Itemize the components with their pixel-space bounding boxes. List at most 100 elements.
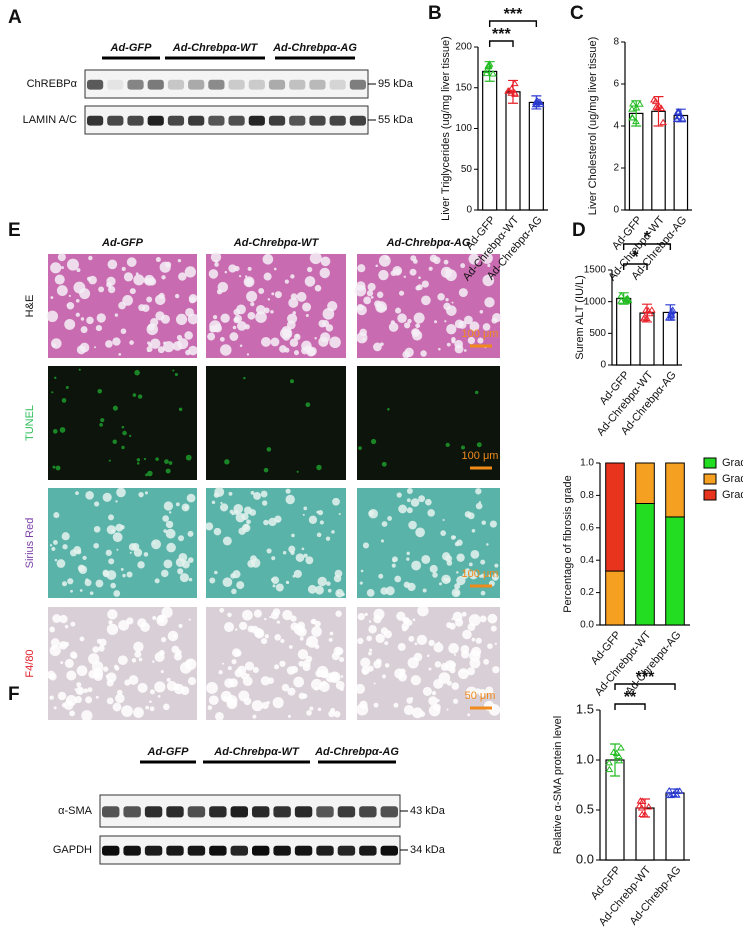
tissue-detail [410, 697, 414, 701]
tissue-detail [306, 266, 313, 273]
tissue-detail [378, 269, 389, 281]
tissue-detail [362, 542, 370, 549]
tissue-detail [295, 553, 305, 562]
tissue-detail [266, 447, 272, 452]
tissue-detail [288, 297, 299, 308]
tissue-detail [173, 683, 181, 690]
tissue-detail [293, 676, 305, 688]
blot-band [144, 806, 163, 818]
blot-band [187, 845, 206, 856]
blot-band [230, 845, 248, 856]
y-axis-label: Percentage of fibrosis grade [562, 475, 574, 613]
tissue-detail [97, 389, 103, 394]
data-point [669, 790, 678, 797]
tissue-detail [260, 637, 268, 645]
tissue-detail [466, 667, 476, 676]
tissue-detail [80, 326, 88, 334]
tissue-detail [210, 251, 222, 263]
group-label: Ad-Chrebpα-AG [314, 746, 399, 758]
tissue-detail [160, 670, 164, 674]
tissue-detail [310, 618, 317, 625]
tissue-detail [398, 290, 405, 296]
blot-band [289, 115, 306, 126]
tissue-detail [480, 573, 486, 578]
tissue-detail [164, 459, 169, 464]
tissue-detail [118, 625, 121, 628]
tissue-detail [122, 430, 127, 436]
tissue-detail [302, 513, 305, 516]
bar [673, 114, 689, 211]
y-tick-label: 1500 [584, 265, 607, 276]
tissue-detail [421, 555, 431, 564]
blot-band [248, 79, 265, 90]
tissue-detail [431, 690, 437, 696]
tissue-detail [305, 402, 311, 408]
tissue-detail [177, 568, 184, 575]
tissue-detail [360, 657, 371, 668]
legend-label: Grade2 [722, 473, 743, 485]
tissue-detail [369, 648, 373, 652]
tissue-detail [487, 613, 498, 624]
tissue-detail [66, 301, 75, 310]
row-label: H&E [24, 295, 36, 318]
tissue-detail [326, 581, 331, 586]
tissue-detail [108, 514, 115, 521]
tissue-detail [373, 682, 376, 685]
tissue-detail [235, 628, 238, 631]
tissue-detail [410, 498, 420, 507]
tissue-detail [65, 386, 69, 389]
group-label: Ad-GFP [110, 42, 153, 54]
tissue-detail [51, 645, 55, 649]
tissue-detail [144, 277, 151, 285]
tissue-detail [319, 267, 331, 279]
tissue-detail [275, 583, 284, 592]
tissue-detail [238, 690, 250, 702]
y-tick-label: 50 [461, 164, 473, 175]
data-point [647, 306, 656, 313]
data-point [642, 306, 650, 313]
tissue-detail [70, 589, 73, 593]
tissue-detail [398, 504, 407, 514]
tissue-detail [64, 624, 69, 629]
data-point [614, 752, 623, 760]
tissue-detail [136, 458, 141, 462]
tissue-detail [69, 710, 76, 717]
tissue-detail [416, 634, 428, 646]
tissue-detail [484, 297, 495, 308]
tissue-detail [270, 611, 279, 620]
bar [505, 91, 521, 211]
tissue-detail [246, 290, 258, 302]
bar-segment [605, 462, 625, 572]
micrograph [48, 366, 197, 480]
tissue-detail [185, 454, 192, 461]
tissue-detail [154, 294, 166, 306]
tissue-detail [378, 573, 384, 579]
y-tick-label: 500 [589, 328, 606, 339]
size-label: 95 kDa [378, 78, 414, 90]
tissue-detail [228, 264, 237, 273]
tissue-detail [165, 528, 176, 539]
tissue-detail [112, 337, 121, 346]
tissue-detail [126, 571, 133, 578]
tissue-detail [453, 653, 457, 656]
tissue-detail [55, 465, 61, 471]
legend-swatch [703, 457, 717, 469]
tissue-detail [54, 558, 58, 562]
tissue-detail [66, 670, 77, 681]
tissue-detail [154, 578, 160, 584]
tissue-detail [333, 574, 342, 583]
tissue-detail [451, 617, 454, 621]
data-point [628, 113, 636, 121]
tissue-detail [175, 313, 188, 326]
tissue-detail [61, 266, 64, 270]
group-label: Ad-GFP [147, 746, 190, 758]
blot-band [289, 79, 306, 90]
blot-band [144, 845, 163, 856]
tissue-detail [133, 274, 145, 286]
tissue-detail [314, 284, 322, 292]
tissue-detail [240, 672, 249, 680]
tissue-detail [388, 322, 399, 332]
panel-label: B [428, 3, 442, 24]
data-point [485, 60, 494, 67]
tissue-detail [52, 465, 56, 469]
